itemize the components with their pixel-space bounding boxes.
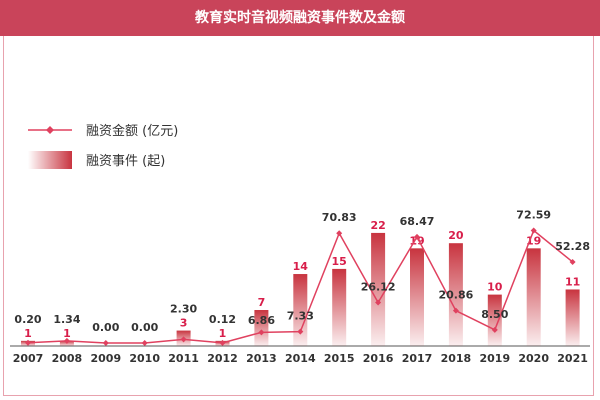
x-tick-label: 2018 (441, 352, 472, 365)
amount-point (414, 233, 420, 240)
chart-frame (3, 36, 594, 396)
bar-swatch-icon (28, 150, 72, 169)
bar-count-label: 22 (370, 219, 385, 232)
amount-point (102, 340, 109, 346)
amount-label: 52.28 (555, 240, 590, 253)
bar (410, 248, 424, 346)
amount-point (336, 230, 343, 237)
bar (332, 268, 347, 346)
x-tick-label: 2009 (90, 352, 121, 365)
bar-count-label: 3 (180, 317, 188, 330)
x-tick-label: 2017 (402, 352, 433, 365)
x-tick-label: 2016 (363, 352, 394, 365)
bar-count-label: 10 (487, 281, 503, 294)
bar (448, 243, 463, 346)
x-tick-label: 2010 (129, 352, 160, 365)
bar-count-label: 7 (258, 296, 266, 309)
amount-label: 0.12 (209, 313, 236, 326)
amount-label: 0.20 (14, 313, 41, 326)
x-tick-label: 2019 (479, 352, 510, 365)
legend-item-count: 融资事件 (起) (28, 150, 165, 169)
legend-label-count: 融资事件 (起) (86, 154, 166, 169)
bar (487, 294, 502, 346)
bar-count-label: 1 (24, 327, 32, 340)
amount-point (569, 258, 576, 265)
x-tick-label: 2008 (52, 352, 83, 365)
bar (565, 289, 580, 346)
amount-label: 26.12 (361, 281, 396, 294)
amount-point (180, 336, 187, 343)
legend-item-amount: 融资金额 (亿元) (28, 120, 178, 139)
amount-label: 2.30 (170, 303, 197, 316)
amount-point (258, 329, 265, 336)
chart-title: 教育实时音视频融资事件数及金额 (0, 0, 600, 36)
amount-label: 6.86 (248, 314, 275, 327)
amount-label: 68.47 (400, 215, 435, 228)
bar-count-label: 14 (293, 260, 309, 273)
x-tick-label: 2012 (207, 352, 238, 365)
amount-point (452, 307, 459, 314)
amount-label: 7.33 (287, 310, 314, 323)
bar-count-label: 11 (565, 275, 580, 288)
amount-label: 70.83 (322, 211, 357, 224)
amount-point (297, 328, 304, 335)
x-tick-label: 2013 (246, 352, 277, 365)
bar-count-label: 19 (526, 234, 541, 247)
amount-point (25, 339, 31, 346)
line-marker-icon (28, 125, 72, 134)
x-tick-label: 2007 (13, 352, 44, 365)
amount-point (530, 227, 537, 234)
amount-point (219, 339, 226, 346)
bar (254, 310, 269, 346)
x-tick-label: 2011 (168, 352, 199, 365)
amount-point (141, 340, 148, 346)
amount-label: 0.00 (131, 321, 158, 334)
bar (293, 274, 308, 346)
x-tick-label: 2021 (557, 352, 588, 365)
bar (526, 248, 541, 346)
amount-label: 20.86 (439, 289, 474, 302)
amount-label: 72.59 (516, 208, 551, 221)
bar-count-label: 20 (448, 229, 464, 242)
amount-label: 1.34 (53, 313, 80, 326)
x-tick-label: 2015 (324, 352, 355, 365)
amount-point (491, 326, 498, 333)
amount-label: 8.50 (481, 308, 508, 321)
bar (371, 232, 386, 346)
bar-count-label: 15 (332, 255, 347, 268)
amount-label: 0.00 (92, 321, 119, 334)
legend-label-amount: 融资金额 (亿元) (86, 124, 179, 139)
amount-point (63, 337, 70, 344)
x-tick-label: 2014 (285, 352, 316, 365)
bar-count-label: 1 (219, 327, 227, 340)
x-tick-label: 2020 (518, 352, 549, 365)
bar-count-label: 1 (63, 327, 71, 340)
amount-point (375, 299, 382, 306)
